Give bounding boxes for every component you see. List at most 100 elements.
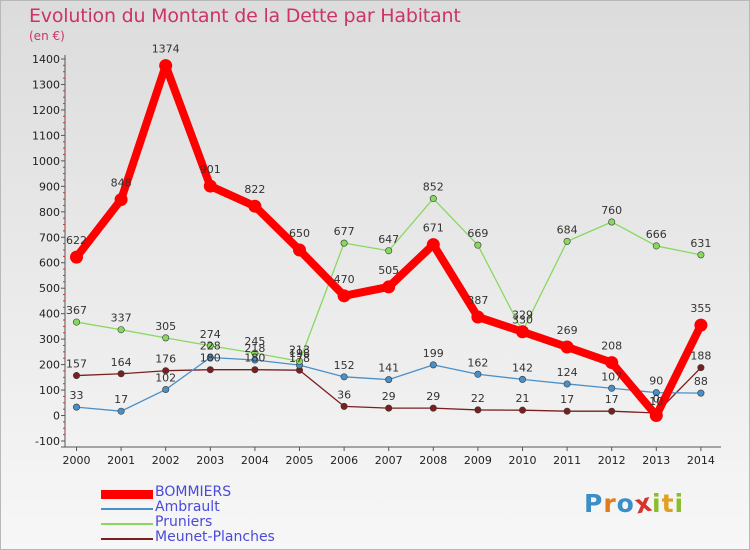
data-point: [385, 247, 393, 255]
data-point: [117, 407, 125, 415]
data-label: 760: [601, 204, 622, 217]
data-point: [652, 242, 660, 250]
y-tick-label: 400: [39, 308, 60, 321]
data-label: 208: [601, 340, 622, 353]
y-tick-label: 600: [39, 257, 60, 270]
data-point: [608, 384, 616, 392]
y-tick-label: 800: [39, 206, 60, 219]
series-ambrault: [73, 353, 705, 415]
data-point: [159, 59, 173, 73]
data-label: 387: [467, 294, 488, 307]
y-tick-label: 1300: [32, 78, 60, 91]
y-tick-label: 200: [39, 359, 60, 372]
x-tick-label: 2013: [642, 454, 670, 467]
data-point: [560, 340, 574, 354]
data-label: 164: [111, 356, 132, 369]
data-point: [295, 357, 303, 365]
legend-swatch: [101, 531, 153, 546]
data-point: [70, 250, 83, 264]
data-label: 274: [200, 328, 221, 341]
data-label: 33: [70, 389, 84, 402]
logo-letter: P: [584, 489, 604, 518]
data-label: 305: [155, 320, 176, 333]
chart-unit-label: (en €): [29, 29, 65, 43]
data-point: [162, 367, 170, 375]
logo-letter: o: [616, 489, 635, 518]
data-label: 650: [289, 227, 310, 240]
data-point: [426, 238, 440, 252]
data-label: 124: [557, 366, 578, 379]
data-point: [563, 407, 571, 415]
data-label: 647: [378, 233, 399, 246]
data-label: 102: [155, 372, 176, 385]
y-tick-label: 300: [39, 333, 60, 346]
logo-letter: i: [652, 489, 662, 518]
data-label: 178: [289, 352, 310, 365]
data-point: [248, 199, 262, 213]
data-point: [203, 179, 217, 193]
data-label: 684: [557, 223, 578, 236]
y-tick-label: 700: [39, 231, 60, 244]
chart-title: Evolution du Montant de la Dette par Hab…: [29, 5, 461, 27]
data-label: 355: [690, 302, 711, 315]
legend-label: Ambrault: [155, 499, 220, 515]
data-point: [697, 389, 705, 397]
data-label: 671: [423, 222, 444, 235]
x-tick-label: 2001: [107, 454, 135, 467]
data-point: [605, 356, 619, 370]
legend-label: Pruniers: [155, 514, 213, 530]
data-label: 269: [557, 324, 578, 337]
data-label: 22: [471, 392, 485, 405]
x-tick-label: 2009: [464, 454, 492, 467]
data-point: [471, 310, 485, 324]
x-tick-label: 2000: [63, 454, 91, 467]
data-label: 29: [426, 390, 440, 403]
legend-swatch: [101, 486, 153, 501]
data-label: 29: [382, 390, 396, 403]
data-point: [251, 349, 259, 357]
data-label: 17: [560, 393, 574, 406]
data-point: [563, 380, 571, 388]
data-label: 1374: [152, 43, 180, 56]
data-point: [251, 366, 259, 374]
data-label: 470: [334, 273, 355, 286]
data-point: [516, 325, 529, 339]
logo-letter: r: [603, 489, 617, 518]
data-label: 188: [690, 350, 711, 363]
x-tick-label: 2011: [553, 454, 581, 467]
data-point: [114, 193, 128, 207]
data-point: [251, 356, 259, 364]
y-tick-label: 1200: [32, 104, 60, 117]
data-label: 36: [337, 388, 351, 401]
data-point: [340, 402, 348, 410]
data-label: 213: [289, 343, 310, 356]
data-point: [608, 407, 616, 415]
data-label: 0: [653, 393, 660, 406]
data-label: 848: [111, 177, 132, 190]
data-label: 180: [200, 352, 221, 365]
data-label: 218: [244, 342, 265, 355]
proxiti-logo: Proxiti: [584, 488, 684, 520]
data-point: [697, 251, 705, 259]
data-point: [385, 404, 393, 412]
data-point: [340, 373, 348, 381]
legend-swatch: [101, 516, 153, 531]
series-line: [75, 197, 702, 362]
data-point: [162, 334, 170, 342]
data-point: [293, 243, 306, 257]
data-point: [694, 318, 708, 332]
data-point: [73, 403, 81, 411]
data-label: 505: [378, 264, 399, 277]
data-point: [73, 372, 81, 380]
data-point: [518, 406, 526, 414]
data-point: [649, 409, 663, 423]
series-bommiers: [70, 59, 708, 423]
data-label: 176: [155, 353, 176, 366]
x-tick-label: 2006: [330, 454, 358, 467]
y-tick-label: 0: [53, 410, 60, 423]
data-point: [385, 376, 393, 384]
y-tick-label: 900: [39, 180, 60, 193]
data-label: 162: [467, 356, 488, 369]
y-tick-label: 500: [39, 282, 60, 295]
